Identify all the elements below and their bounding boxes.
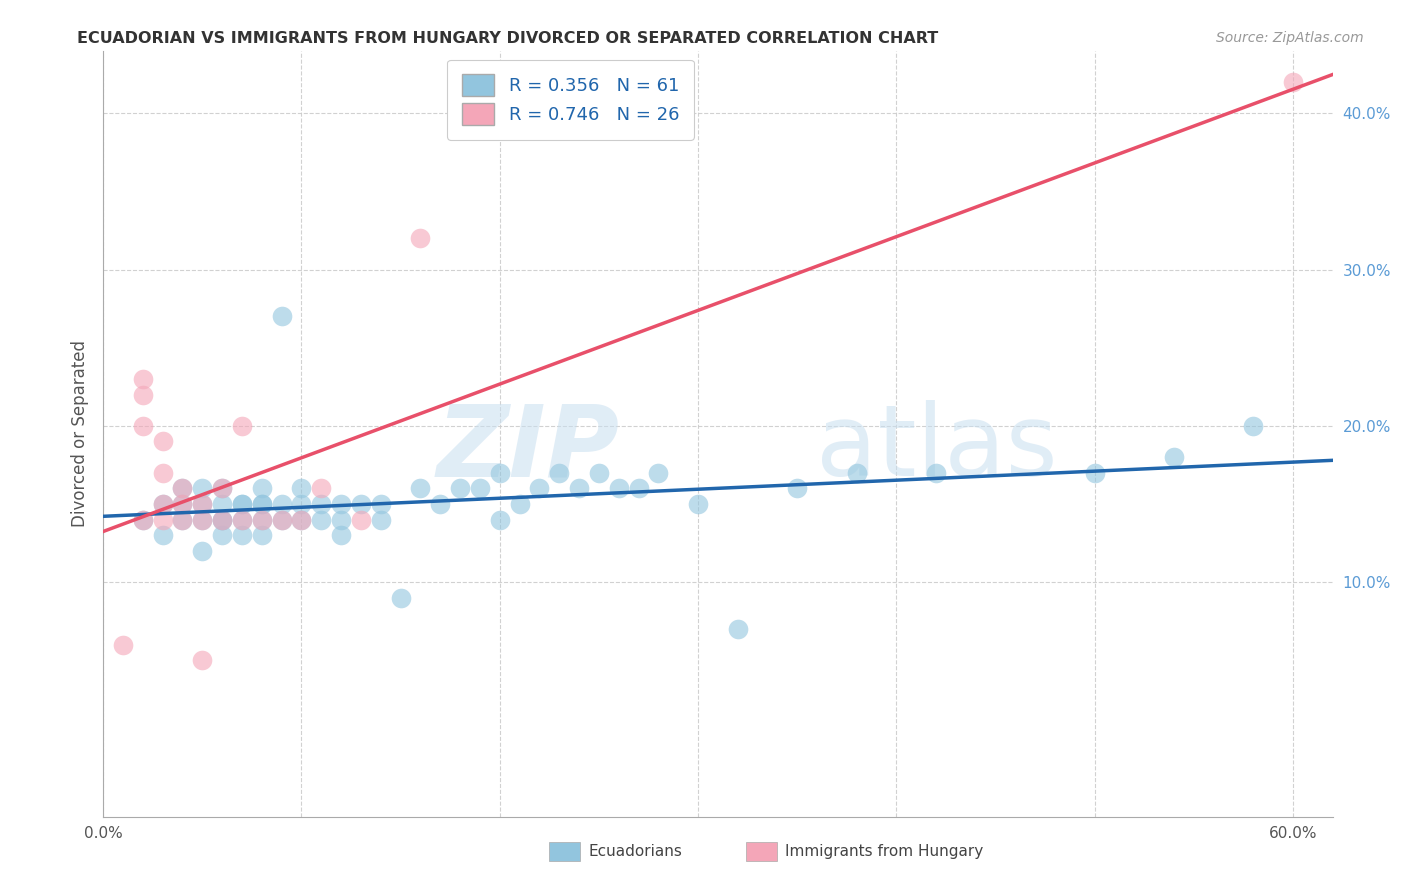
Point [211,481,233,495]
Point [350,497,373,511]
Point [270,513,292,527]
Point [488,466,510,480]
Text: ZIP: ZIP [437,401,620,498]
Point [132,513,155,527]
Point [191,497,214,511]
Point [250,497,273,511]
Point [311,481,333,495]
Point [191,544,214,558]
Point [290,497,312,511]
Point [607,481,630,495]
Point [468,481,491,495]
Point [350,513,373,527]
Point [647,466,669,480]
Point [172,481,194,495]
Point [172,513,194,527]
Point [250,528,273,542]
Point [568,481,591,495]
Point [429,497,451,511]
Point [588,466,610,480]
Point [231,528,253,542]
Point [191,497,214,511]
Point [231,513,253,527]
Point [250,513,273,527]
Point [172,481,194,495]
Point [152,466,174,480]
Point [250,497,273,511]
Point [211,513,233,527]
Point [290,513,312,527]
Point [290,513,312,527]
Point [211,513,233,527]
Point [172,513,194,527]
Point [330,528,353,542]
Point [311,497,333,511]
Point [786,481,808,495]
Point [409,481,432,495]
Point [132,387,155,401]
Point [211,513,233,527]
Point [330,513,353,527]
Point [925,466,948,480]
Point [409,231,432,245]
Point [172,497,194,511]
Point [311,513,333,527]
Point [191,653,214,667]
Point [111,638,134,652]
Point [250,481,273,495]
Text: atlas: atlas [817,401,1057,498]
Point [1282,75,1305,89]
Point [1241,418,1264,433]
Text: Source: ZipAtlas.com: Source: ZipAtlas.com [1216,31,1364,45]
Point [370,513,392,527]
Point [172,497,194,511]
Point [191,513,214,527]
Point [152,497,174,511]
Point [389,591,412,605]
Point [330,497,353,511]
Point [509,497,531,511]
Point [627,481,650,495]
Point [211,481,233,495]
Point [211,528,233,542]
Point [845,466,868,480]
Point [231,418,253,433]
Point [270,497,292,511]
Point [727,622,749,636]
Point [191,481,214,495]
Point [152,434,174,449]
Point [449,481,471,495]
Point [529,481,551,495]
Point [132,372,155,386]
Text: Ecuadorians: Ecuadorians [589,844,682,859]
Point [548,466,571,480]
Point [231,497,253,511]
Y-axis label: Divorced or Separated: Divorced or Separated [72,340,89,527]
Point [488,513,510,527]
Legend: R = 0.356   N = 61, R = 0.746   N = 26: R = 0.356 N = 61, R = 0.746 N = 26 [447,60,693,140]
Point [231,497,253,511]
Point [250,513,273,527]
Point [1163,450,1185,464]
Point [290,481,312,495]
Text: ECUADORIAN VS IMMIGRANTS FROM HUNGARY DIVORCED OR SEPARATED CORRELATION CHART: ECUADORIAN VS IMMIGRANTS FROM HUNGARY DI… [77,31,939,46]
Text: Immigrants from Hungary: Immigrants from Hungary [786,844,984,859]
Point [152,513,174,527]
Point [1084,466,1107,480]
Point [152,497,174,511]
Point [231,513,253,527]
Point [152,528,174,542]
Point [211,497,233,511]
Point [132,513,155,527]
Point [370,497,392,511]
Point [270,513,292,527]
Point [132,418,155,433]
Point [191,513,214,527]
Point [270,310,292,324]
Point [688,497,710,511]
